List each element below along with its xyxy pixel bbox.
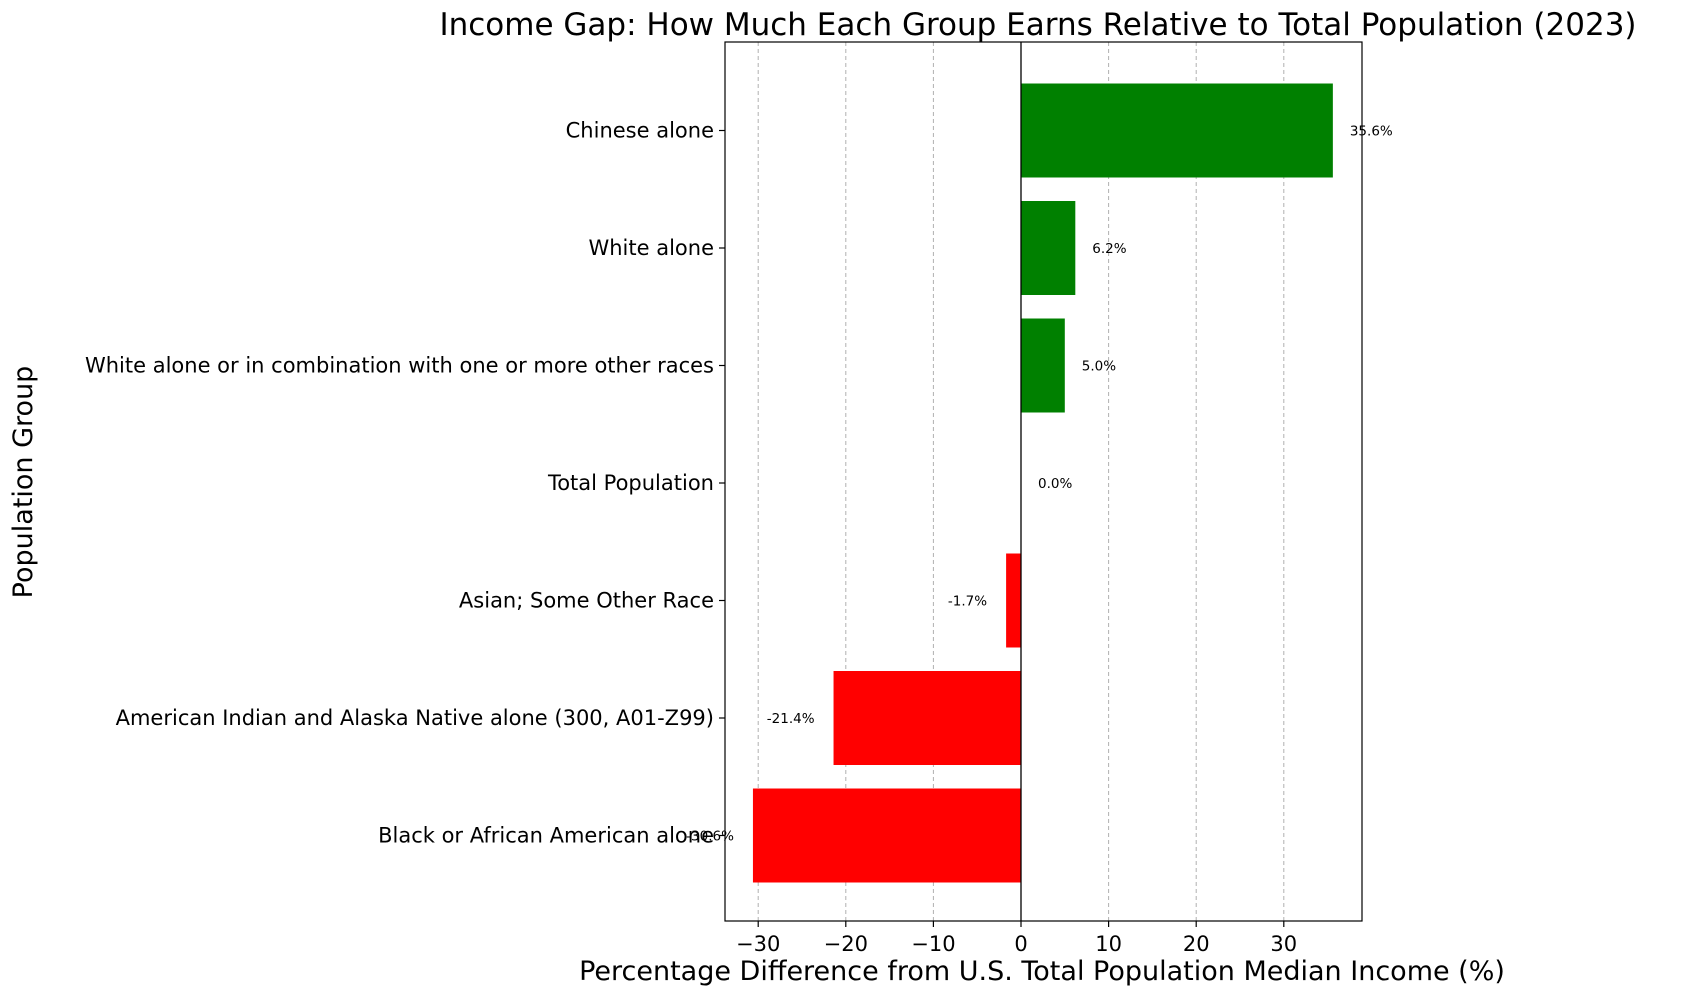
x-tick-label: 30 — [1270, 932, 1297, 956]
bar — [1021, 83, 1333, 178]
x-axis-ticks: −30 −20 −10 0 10 20 30 — [736, 921, 1297, 956]
data-label: 6.2% — [1092, 241, 1126, 257]
data-label: -30.6% — [686, 829, 734, 845]
bar — [1021, 201, 1076, 295]
data-label: 0.0% — [1038, 476, 1072, 492]
x-axis-label: Percentage Difference from U.S. Total Po… — [579, 956, 1505, 987]
y-axis-categories: Chinese alone White alone White alone or i… — [85, 119, 725, 848]
chart-title: Income Gap: How Much Each Group Earns Re… — [439, 7, 1636, 43]
data-label: 35.6% — [1350, 124, 1393, 140]
category-label: White alone or in combination with one o… — [85, 354, 714, 378]
bar — [1021, 318, 1065, 413]
category-label: Asian; Some Other Race — [459, 589, 714, 613]
category-label: Chinese alone — [566, 119, 714, 143]
data-label: -21.4% — [767, 711, 815, 727]
x-tick-label: 0 — [1014, 932, 1027, 956]
x-tick-label: −10 — [911, 932, 955, 956]
bar — [1006, 553, 1021, 648]
x-tick-label: −30 — [736, 932, 780, 956]
data-labels: 35.6% 6.2% 5.0% 0.0% -1.7% -21.4% -30.6% — [686, 124, 1393, 845]
category-label: American Indian and Alaska Native alone … — [116, 706, 714, 730]
x-tick-label: 20 — [1183, 932, 1210, 956]
category-label: Black or African American alone — [378, 824, 714, 848]
y-axis-label: Population Group — [8, 366, 39, 599]
x-tick-label: 10 — [1095, 932, 1122, 956]
data-label: -1.7% — [948, 594, 987, 610]
bars — [752, 83, 1333, 883]
plot-frame — [724, 41, 1363, 922]
bar — [833, 671, 1021, 765]
category-label: White alone — [588, 236, 714, 260]
x-tick-label: −20 — [824, 932, 868, 956]
category-label: Total Population — [547, 471, 714, 495]
data-label: 5.0% — [1082, 359, 1116, 375]
bar — [752, 788, 1021, 883]
